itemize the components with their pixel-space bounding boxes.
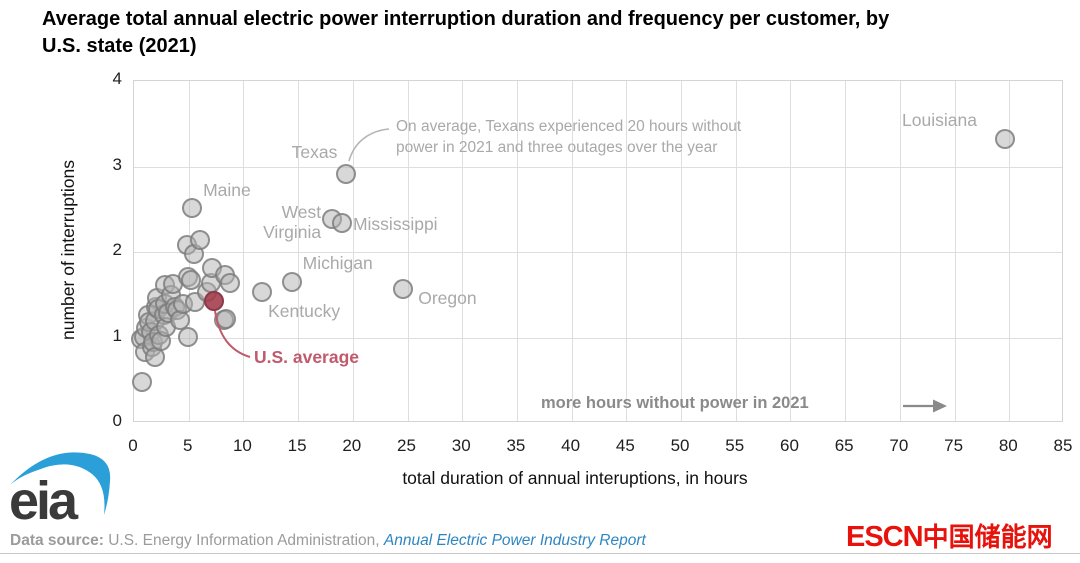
plot-area bbox=[133, 80, 1063, 422]
data-source-label: Data source: bbox=[10, 532, 104, 549]
grid-line-vertical bbox=[954, 81, 956, 421]
grid-line-vertical bbox=[571, 81, 573, 421]
y-axis-ticks: 0 1 2 3 4 bbox=[78, 0, 122, 563]
state-label: Mississippi bbox=[352, 213, 438, 234]
grid-line-vertical bbox=[243, 81, 245, 421]
grid-line-horizontal bbox=[134, 337, 1062, 339]
x-tick-label: 55 bbox=[725, 436, 745, 455]
x-tick-label: 35 bbox=[506, 436, 526, 455]
grid-line-horizontal bbox=[134, 166, 1062, 168]
page-title: Average total annual electric power inte… bbox=[42, 8, 890, 57]
grid-line-vertical bbox=[626, 81, 628, 421]
y-tick-label: 1 bbox=[112, 325, 122, 345]
x-direction-note: more hours without power in 2021 bbox=[541, 394, 809, 412]
state-data-point bbox=[252, 282, 273, 303]
x-tick-label: 60 bbox=[780, 436, 799, 455]
report-title-link[interactable]: Annual Electric Power Industry Report bbox=[383, 532, 646, 549]
grid-line-vertical bbox=[407, 81, 409, 421]
x-tick-label: 20 bbox=[342, 436, 362, 455]
state-data-point bbox=[182, 198, 203, 219]
escn-logo: ESCN中国储能网 bbox=[846, 517, 1053, 554]
us-average-label: U.S. average bbox=[253, 347, 360, 368]
state-data-point bbox=[131, 371, 152, 392]
grid-line-vertical bbox=[1009, 81, 1011, 421]
x-tick-label: 25 bbox=[397, 436, 416, 455]
grid-line-vertical bbox=[681, 81, 683, 421]
state-data-point bbox=[177, 327, 198, 348]
data-source-line: Data source: U.S. Energy Information Adm… bbox=[10, 532, 646, 550]
us-average-point bbox=[203, 291, 224, 312]
state-label: Texas bbox=[291, 142, 338, 163]
grid-line-vertical bbox=[516, 81, 518, 421]
eia-logo: eia bbox=[9, 452, 111, 525]
state-label: Kentucky bbox=[268, 301, 341, 322]
eia-swoosh-icon bbox=[10, 452, 111, 515]
state-data-point bbox=[995, 128, 1015, 149]
x-tick-label: 0 bbox=[128, 436, 138, 455]
x-tick-label: 85 bbox=[1053, 436, 1073, 455]
x-tick-label: 40 bbox=[561, 436, 581, 455]
x-tick-label: 45 bbox=[615, 436, 635, 455]
x-axis-ticks: 0 5 10 15 20 25 30 35 40 45 50 55 60 65 70 75 80 85 bbox=[0, 436, 1080, 460]
data-source-text: U.S. Energy Information Administration, bbox=[103, 532, 384, 549]
x-tick-label: 80 bbox=[998, 436, 1018, 455]
state-data-point bbox=[189, 229, 210, 250]
grid-line-vertical bbox=[462, 81, 464, 421]
state-label: West Virginia bbox=[263, 201, 322, 243]
state-label: Oregon bbox=[418, 288, 477, 309]
grid-line-horizontal bbox=[134, 252, 1062, 253]
state-data-point bbox=[220, 272, 241, 293]
x-tick-label: 75 bbox=[944, 436, 964, 455]
state-label: Maine bbox=[203, 180, 251, 201]
grid-line-vertical bbox=[298, 81, 300, 421]
x-tick-label: 5 bbox=[182, 436, 193, 455]
footer-divider bbox=[0, 553, 1080, 554]
state-data-point bbox=[281, 271, 302, 292]
grid-line-vertical bbox=[899, 81, 901, 421]
x-tick-label: 70 bbox=[889, 436, 909, 455]
state-data-point bbox=[393, 279, 414, 300]
state-data-point bbox=[336, 164, 357, 185]
grid-line-vertical bbox=[735, 81, 737, 421]
y-tick-label: 2 bbox=[112, 240, 122, 259]
x-tick-label: 65 bbox=[834, 436, 854, 455]
x-tick-label: 30 bbox=[451, 436, 471, 455]
y-axis-title: number of interruptions bbox=[57, 160, 78, 340]
texas-annotation-text: On average, Texans experienced 20 hours … bbox=[396, 118, 742, 157]
grid-line-vertical bbox=[352, 81, 354, 421]
grid-line-vertical bbox=[790, 81, 792, 421]
y-tick-label: 3 bbox=[112, 154, 122, 174]
state-data-point bbox=[180, 270, 201, 291]
x-tick-label: 10 bbox=[232, 436, 252, 455]
escn-logo-latin: ESCN bbox=[846, 521, 924, 553]
escn-logo-cjk: 中国储能网 bbox=[922, 522, 1053, 552]
eia-logo-text: eia bbox=[9, 471, 79, 525]
x-axis-title: total duration of annual interuptions, i… bbox=[402, 468, 748, 488]
x-tick-label: 15 bbox=[287, 436, 307, 455]
state-data-point bbox=[216, 308, 236, 329]
grid-line-vertical bbox=[845, 81, 847, 421]
state-label: Louisiana bbox=[902, 109, 977, 130]
x-tick-label: 50 bbox=[670, 436, 690, 455]
y-tick-label: 0 bbox=[112, 411, 122, 430]
state-label: Michigan bbox=[302, 252, 373, 273]
y-tick-label: 4 bbox=[112, 69, 122, 88]
state-data-point bbox=[331, 212, 352, 233]
